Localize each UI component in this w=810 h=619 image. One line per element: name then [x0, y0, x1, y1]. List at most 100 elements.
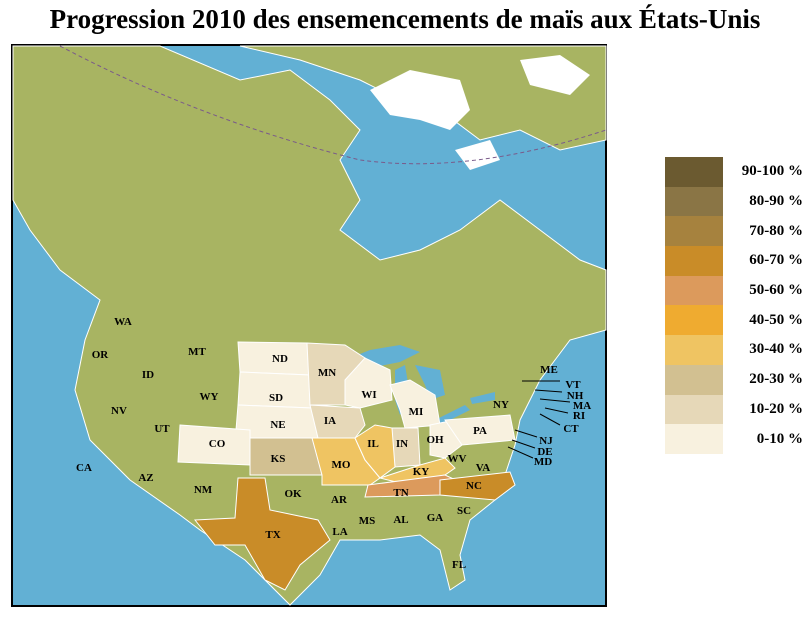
state-label-nm: NM — [194, 484, 213, 496]
us-states — [177, 341, 516, 591]
state-label-ks: KS — [271, 453, 286, 465]
state-label-mo: MO — [332, 459, 351, 471]
state-label-sd: SD — [269, 392, 283, 404]
legend-label: 90-100 % — [741, 163, 803, 180]
legend-item: 20-30 % — [665, 364, 803, 395]
state-label-ne: NE — [270, 419, 285, 431]
state-label-wy: WY — [200, 391, 219, 403]
state-label-va: VA — [476, 462, 491, 474]
state-label-az: AZ — [138, 472, 153, 484]
state-pa — [444, 414, 516, 446]
legend-item: 10-20 % — [665, 394, 803, 425]
legend-label: 80-90 % — [749, 193, 803, 210]
state-label-md: MD — [534, 456, 552, 468]
state-label-nd: ND — [272, 353, 288, 365]
leader-line-md — [507, 446, 534, 459]
state-label-mt: MT — [188, 346, 206, 358]
state-tx — [193, 477, 331, 591]
state-il — [354, 424, 396, 479]
legend-swatch — [665, 364, 723, 395]
ice-patch — [370, 70, 470, 130]
legend-item: 80-90 % — [665, 186, 803, 217]
map-title: Progression 2010 des ensemencements de m… — [49, 4, 761, 34]
legend-swatch — [665, 157, 723, 187]
legend-swatch — [665, 186, 723, 217]
state-label-ok: OK — [284, 488, 302, 500]
lake-ontario — [470, 392, 495, 404]
leader-line-de — [511, 439, 536, 449]
state-label-wa: WA — [114, 316, 132, 328]
state-label-ar: AR — [331, 494, 348, 506]
state-label-wi: WI — [361, 389, 376, 401]
legend-label: 70-80 % — [749, 222, 803, 239]
state-label-ia: IA — [324, 415, 336, 427]
state-ia — [309, 404, 366, 439]
state-label-la: LA — [332, 526, 347, 538]
legend-label: 0-10 % — [756, 430, 803, 447]
state-label-co: CO — [209, 438, 226, 450]
legend-swatch — [665, 424, 723, 454]
leader-line-ct — [539, 413, 561, 426]
state-label-in: IN — [396, 438, 408, 450]
state-label-or: OR — [92, 349, 110, 361]
legend-swatch — [665, 305, 723, 336]
state-label-de: DE — [537, 446, 552, 458]
legend-item: 90-100 % — [665, 157, 803, 187]
legend-label: 20-30 % — [749, 371, 803, 388]
legend-label: 10-20 % — [749, 400, 803, 417]
state-label-ct: CT — [563, 423, 579, 435]
legend-swatch — [665, 275, 723, 306]
legend-swatch — [665, 394, 723, 425]
state-label-pa: PA — [473, 425, 487, 437]
state-label-nh: NH — [567, 390, 584, 402]
legend-item: 40-50 % — [665, 305, 803, 336]
legend-swatch — [665, 335, 723, 365]
state-label-ut: UT — [154, 423, 170, 435]
state-label-ms: MS — [359, 515, 376, 527]
state-label-nj: NJ — [539, 435, 553, 447]
arctic-circle-line — [59, 45, 607, 165]
legend-swatch — [665, 216, 723, 247]
state-label-fl: FL — [452, 559, 466, 571]
state-label-vt: VT — [565, 379, 581, 391]
legend-label: 50-60 % — [749, 282, 803, 299]
legend: 90-100 % 80-90 % 70-80 % 60-70 % 50-60 % 40-5… — [665, 157, 803, 454]
state-label-ma: MA — [573, 400, 591, 412]
legend-item: 60-70 % — [665, 246, 803, 276]
ice-patches — [370, 55, 590, 170]
state-label-al: AL — [393, 514, 408, 526]
legend-item: 30-40 % — [665, 335, 803, 365]
ice-patch — [455, 140, 500, 170]
leader-line-nh — [534, 389, 563, 393]
leader-line-nj — [514, 429, 538, 438]
leader-line-ri — [544, 407, 569, 414]
legend-swatch — [665, 246, 723, 276]
state-labels: WA OR ID MT WY NV UT CA AZ NM CO ND SD NE KS OK TX MN IA MO… — [76, 316, 591, 571]
legend-label: 60-70 % — [749, 252, 803, 269]
state-label-tn: TN — [393, 487, 408, 499]
lake-huron — [415, 365, 445, 400]
state-label-sc: SC — [457, 505, 471, 517]
state-label-ky: KY — [413, 466, 430, 478]
legend-item: 0-10 % — [665, 424, 803, 454]
state-ks — [249, 437, 323, 476]
state-label-mi: MI — [409, 406, 424, 418]
state-label-ri: RI — [573, 410, 585, 422]
state-label-nv: NV — [111, 405, 127, 417]
state-label-il: IL — [367, 438, 379, 450]
state-label-id: ID — [142, 369, 154, 381]
state-label-mn: MN — [318, 367, 336, 379]
state-label-ga: GA — [427, 512, 444, 524]
legend-label: 40-50 % — [749, 311, 803, 328]
legend-item: 50-60 % — [665, 275, 803, 306]
leader-line-ma — [539, 398, 571, 403]
lake-erie — [435, 405, 470, 425]
state-label-ca: CA — [76, 462, 92, 474]
state-label-me: ME — [540, 364, 558, 376]
legend-label: 30-40 % — [749, 341, 803, 358]
state-label-oh: OH — [426, 434, 444, 446]
state-nc — [439, 471, 516, 501]
state-label-nc: NC — [466, 480, 482, 492]
ice-patch — [520, 55, 590, 95]
